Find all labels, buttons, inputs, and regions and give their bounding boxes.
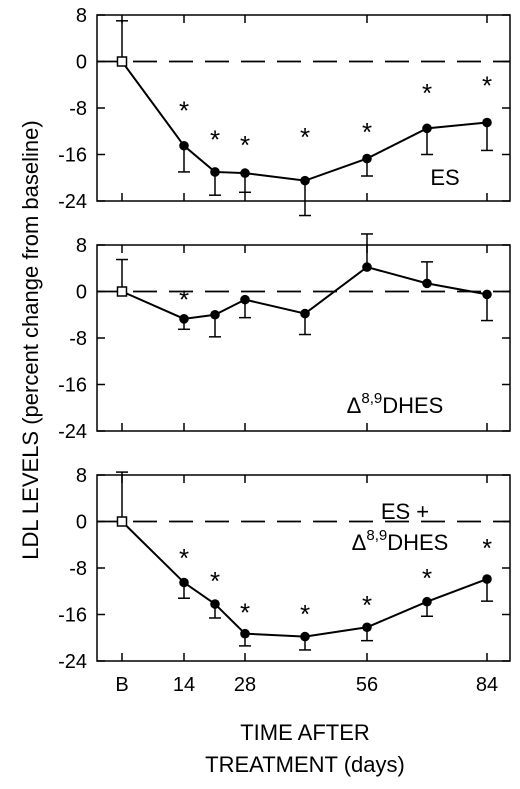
x-axis-title-line1: TIME AFTER [240, 720, 370, 745]
data-point [482, 117, 492, 128]
data-point [210, 599, 220, 609]
panel-2: 8 0 -8 -16 -24 * Δ8,9DHES [58, 233, 511, 443]
data-point [482, 289, 492, 300]
significance-star: * [240, 597, 250, 627]
significance-star: * [362, 117, 372, 147]
panel-3: 8 0 -8 -16 -24 * * * * * * * ES + Δ8,9DHES B 14 28 56 84 [58, 465, 511, 696]
x-tick-label: 14 [173, 674, 195, 696]
baseline-point [116, 516, 128, 527]
panels-layer: 8 0 -8 -16 -24 * * * * * * * ES 8 0 -8 -16 -24 * Δ8,9DHES 8 0… [58, 5, 511, 696]
significance-star: * [240, 130, 250, 160]
data-point [210, 309, 220, 320]
baseline-point [116, 286, 128, 297]
panel-label-background [333, 525, 483, 551]
significance-star: * [422, 563, 432, 593]
panel-label: ES [430, 165, 459, 190]
baseline-point [116, 56, 128, 67]
y-tick-label: 8 [76, 465, 87, 487]
series-line [121, 520, 488, 638]
significance-star: * [210, 566, 220, 596]
significance-star: * [362, 590, 372, 620]
x-axis-title-line2: TREATMENT (days) [205, 752, 405, 777]
y-tick-label: -16 [58, 605, 87, 627]
data-point [240, 628, 250, 639]
series-line [121, 265, 488, 320]
y-axis-title: LDL LEVELS (percent change from baseline… [18, 120, 43, 559]
data-point [362, 262, 372, 272]
significance-star: * [300, 599, 310, 629]
significance-star: * [422, 78, 432, 108]
x-tick-label: 84 [476, 674, 498, 696]
data-point [422, 278, 432, 289]
data-point [210, 167, 220, 177]
series-line [121, 60, 488, 182]
data-point [300, 175, 310, 186]
x-tick-label: 28 [234, 674, 256, 696]
significance-star: * [179, 284, 189, 314]
y-tick-label: -16 [58, 375, 87, 397]
y-tick-label: -16 [58, 145, 87, 167]
data-point [422, 123, 432, 134]
panel-label-line2: Δ8,9DHES [352, 527, 449, 555]
data-point [179, 140, 189, 151]
significance-star: * [482, 533, 492, 563]
y-tick-label: -8 [69, 328, 87, 350]
significance-star: * [482, 71, 492, 101]
panel-label: Δ8,9DHES [347, 390, 444, 418]
significance-star: * [179, 543, 189, 573]
significance-star: * [210, 125, 220, 155]
x-tick-label: 56 [356, 674, 378, 696]
significance-star: * [300, 122, 310, 152]
y-tick-label: 0 [76, 512, 87, 534]
y-tick-label: 8 [76, 235, 87, 257]
y-tick-label: -24 [58, 191, 87, 213]
y-tick-label: -24 [58, 421, 87, 443]
y-tick-label: -8 [69, 98, 87, 120]
y-tick-label: 0 [76, 52, 87, 74]
y-tick-label: -24 [58, 651, 87, 673]
data-point [482, 574, 492, 584]
data-point [300, 308, 310, 319]
data-point [362, 153, 372, 164]
data-point [240, 168, 250, 178]
x-tick-label: B [115, 674, 128, 696]
y-tick-label: 8 [76, 5, 87, 27]
y-tick-label: -8 [69, 558, 87, 580]
data-point [362, 622, 372, 633]
data-point [179, 577, 189, 588]
y-tick-label: 0 [76, 282, 87, 304]
data-point [240, 294, 250, 305]
data-point [422, 596, 432, 607]
panel-frame [96, 244, 511, 432]
data-point [179, 314, 189, 324]
significance-star: * [179, 96, 189, 126]
panel-label-line1: ES + [381, 499, 429, 524]
data-point [300, 631, 310, 642]
panel-1: 8 0 -8 -16 -24 * * * * * * * ES [58, 5, 511, 217]
